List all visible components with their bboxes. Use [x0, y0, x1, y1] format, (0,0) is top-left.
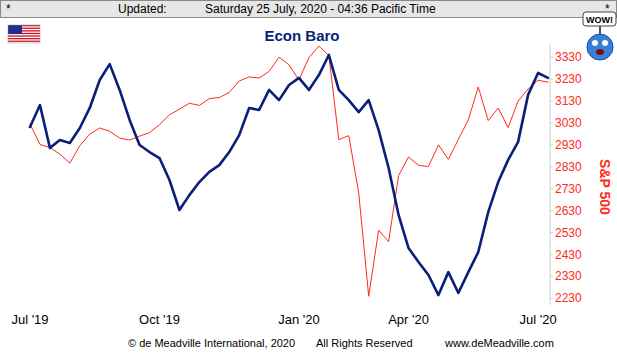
x-tick-label: Jul '20 [519, 312, 556, 327]
x-tick-label: Apr '20 [388, 312, 429, 327]
y2-tick-label: 2630 [555, 204, 582, 218]
flag-border [8, 25, 40, 43]
y2-tick-label: 3130 [555, 94, 582, 108]
chart-title: Econ Baro [264, 27, 339, 44]
y2-axis-line [550, 44, 551, 305]
x-tick-label: Jul '19 [11, 312, 48, 327]
x-tick-label: Oct '19 [139, 312, 180, 327]
y2-tick-label: 2830 [555, 160, 582, 174]
plot-area [30, 46, 548, 296]
y2-tick [550, 57, 553, 58]
y2-tick-label: 2230 [555, 291, 582, 305]
y2-tick [550, 166, 553, 167]
y2-tick [550, 79, 553, 80]
wow-badge: WOW! [583, 12, 616, 60]
y2-tick-label: 2330 [555, 269, 582, 283]
y2-tick-label: 2930 [555, 138, 582, 152]
y2-tick-label: 3030 [555, 116, 582, 130]
y2-tick-label: 2530 [555, 226, 582, 240]
y2-tick [550, 210, 553, 211]
chart-root: * Updated: Saturday 25 July, 2020 - 04:36 … [0, 0, 617, 357]
y2-tick-label: 3230 [555, 72, 582, 86]
badge-face [587, 34, 613, 60]
header-timestamp: Saturday 25 July, 2020 - 04:36 Pacific T… [205, 2, 436, 16]
y2-tick-label: 2730 [555, 182, 582, 196]
footer-copyright: © de Meadville International, 2020 [128, 337, 295, 349]
y2-tick [550, 144, 553, 145]
us-flag [8, 25, 40, 43]
badge-eye [592, 40, 598, 46]
econ-baro-line [30, 55, 548, 295]
flag-stripe [8, 38, 40, 39]
y2-tick [550, 232, 553, 233]
footer-rights: All Rights Reserved [316, 337, 413, 349]
badge-sign [583, 12, 616, 26]
badge-eye [602, 40, 608, 46]
sp500-line [30, 46, 548, 296]
y2-tick [550, 276, 553, 277]
header-bar [1, 1, 617, 18]
footer-url: www.deMeadville.com [444, 337, 554, 349]
y2-tick-label: 2430 [555, 248, 582, 262]
badge-mouth [596, 49, 604, 55]
header-label: Updated: [118, 2, 167, 16]
flag-stripe [8, 35, 40, 36]
badge-text: WOW! [586, 15, 613, 25]
y2-tick [550, 254, 553, 255]
flag-canton [8, 25, 22, 34]
flag-stripe [8, 41, 40, 42]
x-tick-label: Jan '20 [278, 312, 320, 327]
y2-tick [550, 188, 553, 189]
y2-tick [550, 101, 553, 102]
y2-tick [550, 298, 553, 299]
y2-tick [550, 122, 553, 123]
y2-axis-label: S&P 500 [597, 159, 613, 215]
y2-tick-label: 3330 [555, 50, 582, 64]
header-star: * [6, 2, 11, 16]
